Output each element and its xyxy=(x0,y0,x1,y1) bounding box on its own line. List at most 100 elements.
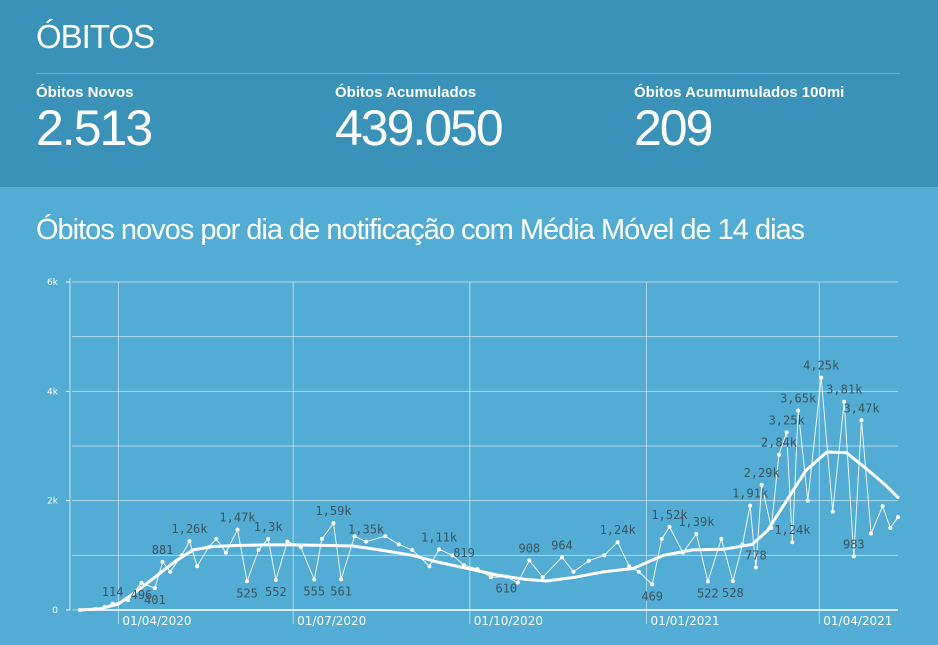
daily-deaths-point xyxy=(312,577,317,582)
data-label: 1,3k xyxy=(254,520,284,534)
daily-deaths-point xyxy=(869,531,874,536)
data-label: 1,39k xyxy=(678,515,715,529)
daily-deaths-point xyxy=(659,536,664,541)
data-label: 522 xyxy=(697,586,719,600)
data-label: 3,47k xyxy=(843,401,880,415)
daily-deaths-point xyxy=(753,565,758,570)
daily-deaths-point xyxy=(880,504,885,509)
data-label: 1,91k xyxy=(732,487,769,501)
daily-deaths-point xyxy=(830,509,835,514)
daily-deaths-point xyxy=(266,536,271,541)
data-label: 610 xyxy=(495,582,517,596)
daily-deaths-point xyxy=(796,408,801,413)
data-label: 1,47k xyxy=(219,511,256,525)
daily-deaths-point xyxy=(256,547,261,552)
kpi-label: Óbitos Novos xyxy=(36,84,134,101)
summary-panel: ÓBITOS Óbitos Novos 2.513 Óbitos Acumula… xyxy=(0,0,938,187)
data-label: 3,65k xyxy=(780,391,817,405)
daily-deaths-point xyxy=(819,375,824,380)
data-label: 1,24k xyxy=(774,523,811,537)
daily-deaths-point xyxy=(152,586,157,591)
y-tick-label: 2k xyxy=(47,497,59,507)
data-label: 114 xyxy=(102,585,124,599)
grid xyxy=(69,278,898,624)
daily-deaths-point xyxy=(331,521,336,526)
daily-deaths-point xyxy=(352,534,357,539)
daily-deaths-point xyxy=(410,547,415,552)
daily-deaths-point xyxy=(187,539,192,544)
y-tick-label: 0 xyxy=(52,606,58,616)
daily-deaths-point xyxy=(627,564,632,569)
daily-deaths-point xyxy=(488,575,493,580)
daily-deaths-point xyxy=(748,503,753,508)
daily-deaths-point xyxy=(396,542,401,547)
kpi-cumulative-deaths: Óbitos Acumulados 439.050 xyxy=(335,84,504,157)
data-label: 469 xyxy=(641,589,663,603)
daily-deaths-point xyxy=(650,582,655,587)
data-label: 525 xyxy=(236,586,258,600)
daily-deaths-point xyxy=(759,482,764,487)
daily-deaths-point xyxy=(776,452,781,457)
data-label: 4,25k xyxy=(803,359,840,373)
data-label: 1,52k xyxy=(651,508,688,522)
daily-deaths-point xyxy=(851,554,856,559)
daily-deaths-point xyxy=(364,539,369,544)
kpi-value: 2.513 xyxy=(36,100,153,156)
data-label: 3,25k xyxy=(769,413,806,427)
daily-deaths-point xyxy=(245,579,250,584)
divider xyxy=(36,73,900,74)
daily-deaths-point xyxy=(602,553,607,558)
daily-deaths-point xyxy=(195,564,200,569)
data-label: 964 xyxy=(551,538,573,552)
data-label: 2,29k xyxy=(744,466,781,480)
moving-average-line xyxy=(78,450,900,612)
x-tick-label: 01/10/2020 xyxy=(474,614,543,628)
daily-deaths-point xyxy=(586,558,591,563)
daily-deaths-point xyxy=(888,526,893,530)
data-label: 496 xyxy=(131,588,153,602)
data-label: 1,11k xyxy=(421,530,458,544)
daily-deaths-point xyxy=(273,577,278,582)
data-label: 983 xyxy=(843,537,865,551)
daily-deaths-point xyxy=(705,579,710,584)
data-label: 1,26k xyxy=(171,522,208,536)
kpi-label: Óbitos Acumumulados 100mi xyxy=(634,84,845,101)
daily-deaths-point xyxy=(540,575,545,580)
data-label: 401 xyxy=(144,593,166,607)
y-tick-label: 4k xyxy=(47,387,59,397)
data-label: 881 xyxy=(152,543,174,557)
x-tick-label: 01/04/2021 xyxy=(823,614,892,628)
data-label: 3,81k xyxy=(826,383,863,397)
daily-deaths-point xyxy=(214,536,219,541)
daily-deaths-point xyxy=(636,569,641,574)
daily-deaths-point xyxy=(223,550,228,555)
daily-deaths-point xyxy=(168,569,173,574)
daily-deaths-point xyxy=(859,418,864,423)
daily-deaths-point xyxy=(615,540,620,545)
kpi-new-deaths: Óbitos Novos 2.513 xyxy=(36,84,153,157)
data-label: 552 xyxy=(265,585,287,599)
x-tick-label: 01/04/2020 xyxy=(122,614,191,628)
section-title: ÓBITOS xyxy=(36,18,155,55)
daily-deaths-point xyxy=(719,536,724,541)
data-label: 561 xyxy=(330,584,352,598)
daily-deaths-point xyxy=(285,539,290,544)
kpi-label: Óbitos Acumulados xyxy=(335,84,477,101)
data-label: 1,59k xyxy=(315,504,352,518)
daily-deaths-point xyxy=(896,515,900,520)
series xyxy=(78,375,900,612)
data-label: 778 xyxy=(745,548,767,562)
daily-deaths-point xyxy=(139,580,144,585)
daily-deaths-point xyxy=(842,399,847,404)
kpi-value: 209 xyxy=(634,100,713,156)
x-axis-ticks: 01/04/2020 01/07/2020 01/10/2020 01/01/2021… xyxy=(122,614,892,628)
daily-deaths-point xyxy=(383,534,388,539)
daily-deaths-point xyxy=(571,569,576,574)
daily-deaths-point xyxy=(805,498,810,503)
daily-deaths-point xyxy=(339,577,344,582)
daily-deaths-point xyxy=(160,559,165,564)
daily-deaths-point xyxy=(515,580,520,585)
x-tick-label: 01/07/2020 xyxy=(297,614,366,628)
